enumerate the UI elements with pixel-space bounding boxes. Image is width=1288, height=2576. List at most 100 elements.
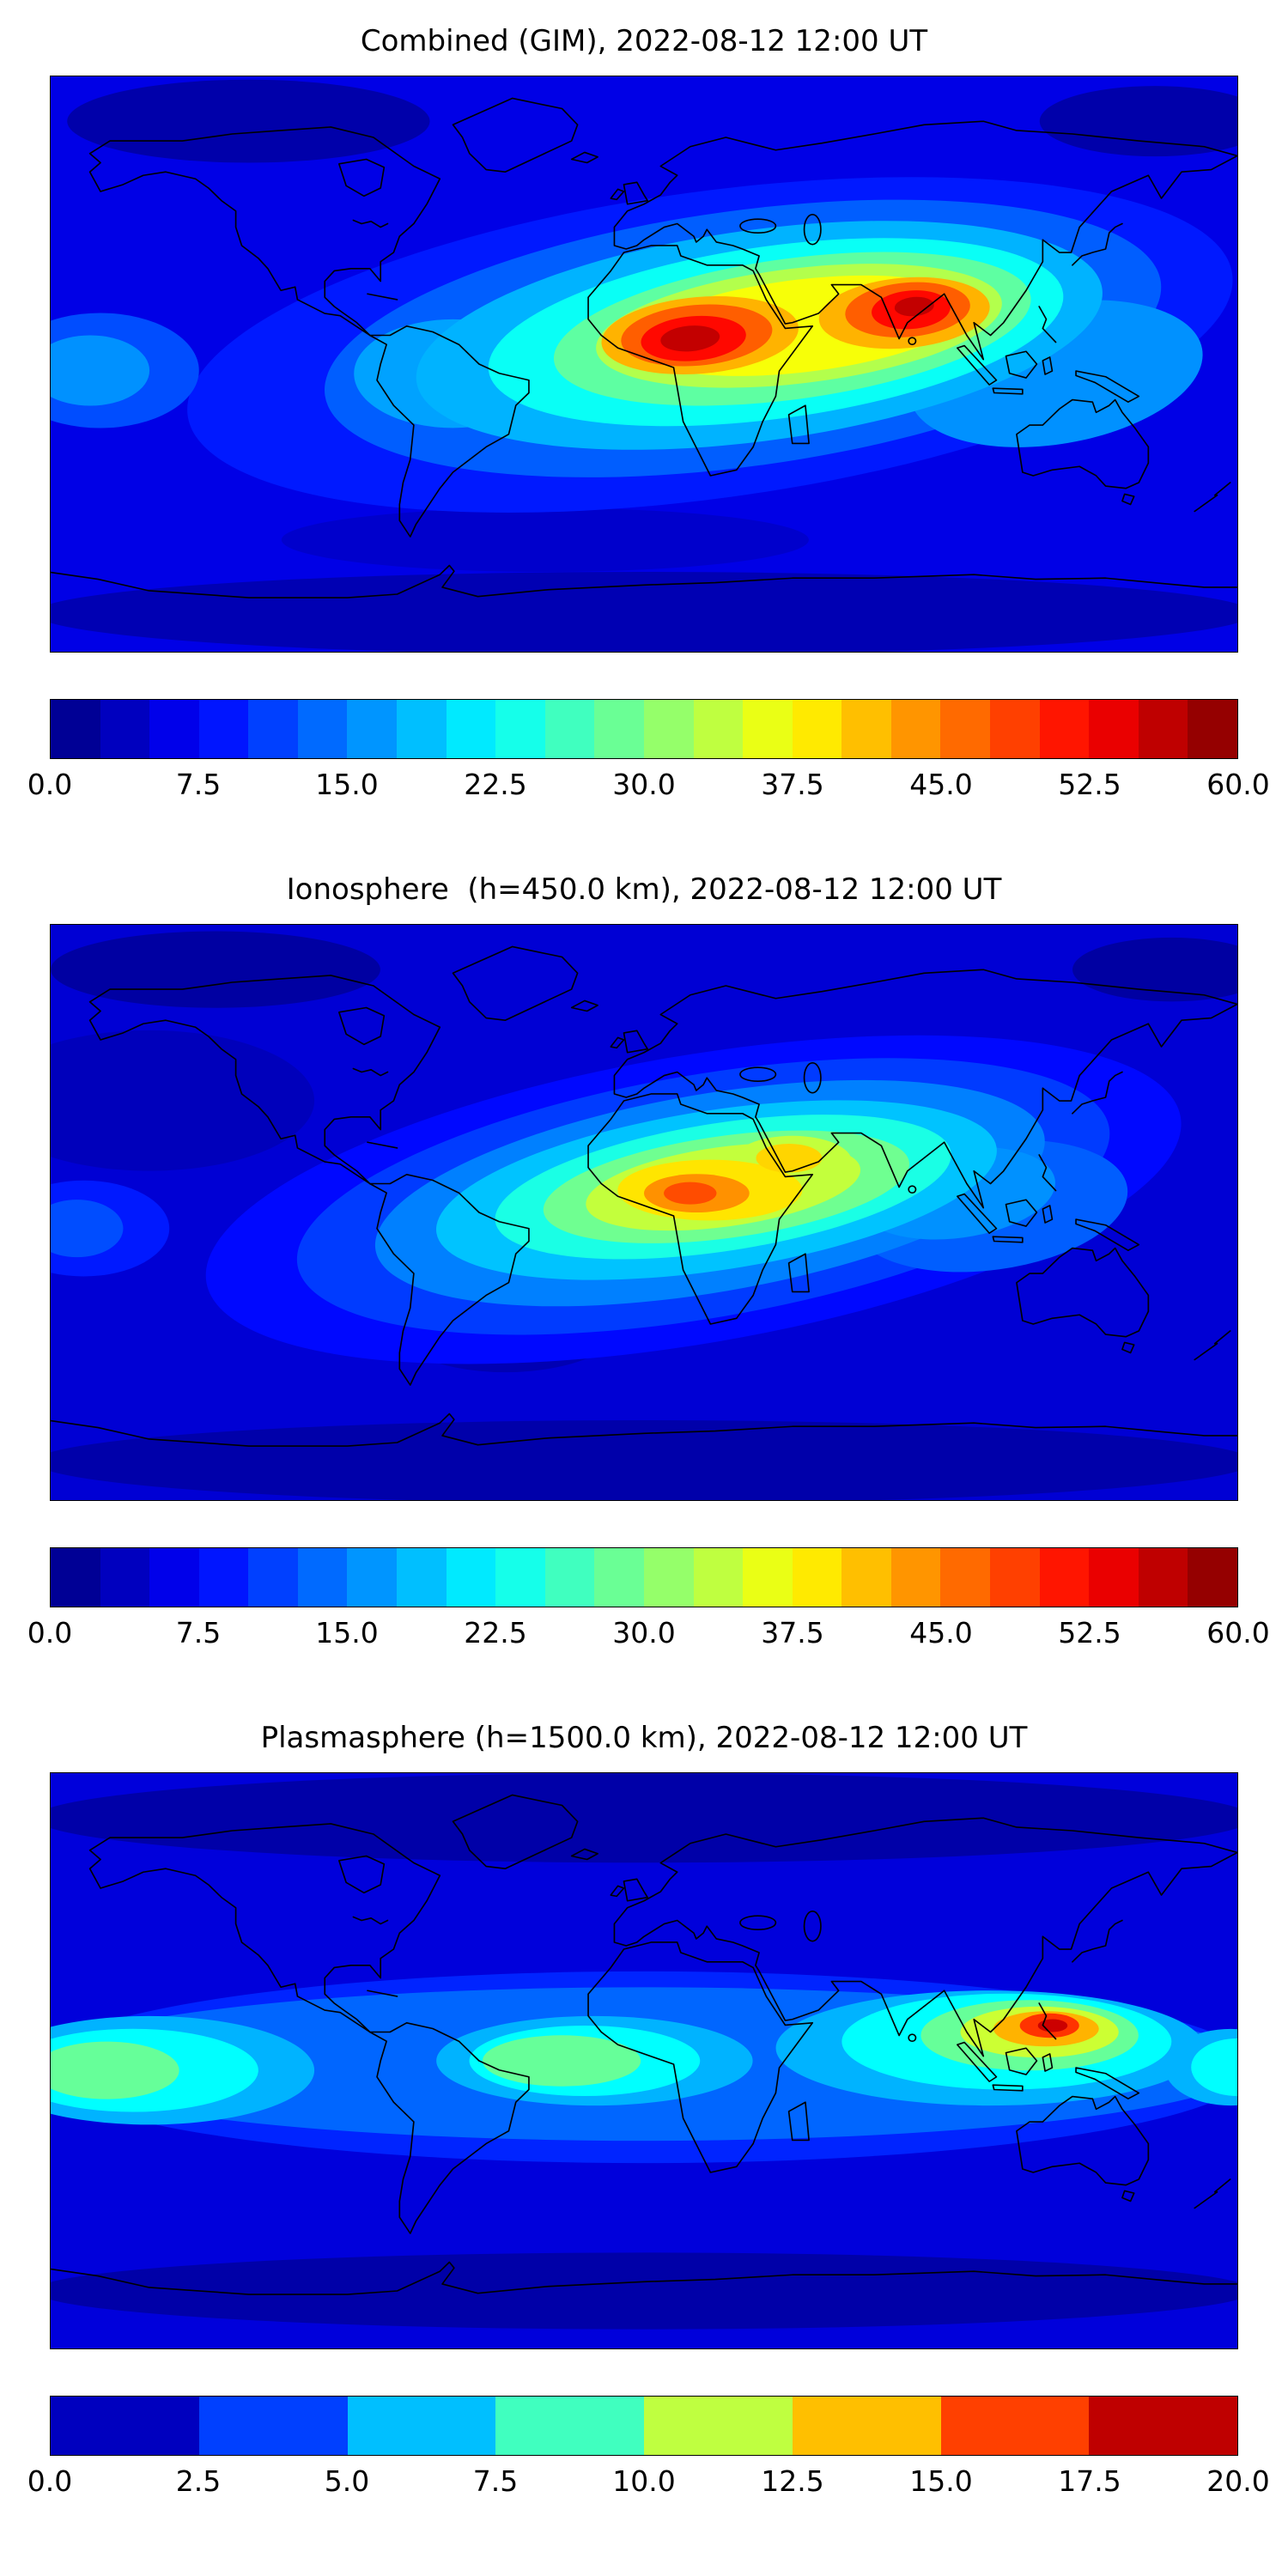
coast-iceland xyxy=(570,151,598,164)
coast-great-lakes xyxy=(352,1067,389,1077)
colorbar-segment xyxy=(643,700,694,758)
coast-north-america xyxy=(88,1823,441,2033)
coast-sumatra xyxy=(957,1193,998,1234)
coast-north-america xyxy=(88,126,441,337)
colorbar-tick-label: 52.5 xyxy=(1058,1616,1121,1649)
coast-sumatra xyxy=(957,344,998,386)
contour-region xyxy=(51,1200,124,1258)
coast-madagascar xyxy=(787,404,810,445)
coast-iceland xyxy=(570,999,598,1012)
coast-borneo xyxy=(1005,2047,1038,2075)
figure-combined-gim: Combined (GIM), 2022-08-12 12:00 UT 0.0 7… xyxy=(27,24,1270,811)
coast-black-sea xyxy=(739,218,777,234)
coast-africa xyxy=(587,245,814,477)
colorbar-tick-label: 15.0 xyxy=(315,1616,379,1649)
coast-sri-lanka xyxy=(908,1185,917,1194)
colorbar-segment xyxy=(841,1548,891,1607)
colorbar-tick-label: 0.0 xyxy=(27,1616,73,1649)
coast-sulawesi xyxy=(1042,1205,1054,1224)
colorbar-segment xyxy=(1089,2397,1237,2455)
coast-new-zealand xyxy=(1194,2178,1231,2209)
coast-ireland xyxy=(610,1885,625,1898)
colorbar-segment xyxy=(644,2397,793,2455)
coast-sri-lanka xyxy=(908,337,917,346)
colorbar-segment xyxy=(198,2397,348,2455)
colorbar-segment xyxy=(446,700,496,758)
coast-borneo xyxy=(1005,1199,1038,1227)
coast-sumatra xyxy=(957,2041,998,2082)
figure-page: Combined (GIM), 2022-08-12 12:00 UT 0.0 7… xyxy=(27,24,1270,2507)
coast-antarctica xyxy=(51,564,1237,598)
coast-java xyxy=(992,1236,1024,1243)
colorbar-segment xyxy=(989,1548,1040,1607)
colorbar-tick-label: 0.0 xyxy=(27,768,73,801)
coast-hudson-bay xyxy=(337,158,386,197)
colorbar-segment xyxy=(495,1548,545,1607)
colorbar-tick-label: 7.5 xyxy=(472,2464,519,2498)
coast-cuba xyxy=(367,1990,398,1997)
world-coastlines xyxy=(51,97,1237,598)
colorbar-segment xyxy=(1089,1548,1139,1607)
coast-java xyxy=(992,2084,1024,2092)
colorbar-segment xyxy=(544,1548,595,1607)
coast-ireland xyxy=(610,1036,625,1049)
coast-hudson-bay xyxy=(337,1855,386,1894)
colorbar-segment xyxy=(495,2397,644,2455)
colorbar-segment xyxy=(594,700,644,758)
colorbar-ticks: 0.0 7.5 15.0 22.5 30.0 37.5 45.0 52.5 60.0 xyxy=(27,1616,1270,1659)
colorbar-tick-label: 5.0 xyxy=(324,2464,370,2498)
contour-region xyxy=(51,2252,1237,2330)
colorbar-tick-label: 7.5 xyxy=(175,1616,222,1649)
colorbar-tick-label: 10.0 xyxy=(612,2464,676,2498)
contour-region xyxy=(51,931,380,1008)
coast-japan xyxy=(1072,1071,1123,1115)
contour-region xyxy=(1039,86,1237,157)
coast-tasmania xyxy=(1121,1341,1135,1354)
colorbar-tick-label: 37.5 xyxy=(761,1616,824,1649)
contour-region xyxy=(1072,937,1237,1002)
colorbar-segment xyxy=(149,700,199,758)
colorbar-segment xyxy=(940,1548,990,1607)
coast-madagascar xyxy=(787,2101,810,2142)
colorbar-segment xyxy=(940,2397,1090,2455)
coast-caspian-sea xyxy=(803,213,822,246)
coast-great-lakes xyxy=(352,1916,389,1925)
coast-eurasia xyxy=(613,969,1237,1209)
coast-australia xyxy=(1016,1247,1150,1338)
coast-australia xyxy=(1016,398,1150,489)
coast-hudson-bay xyxy=(337,1006,386,1046)
coast-new-guinea xyxy=(1075,1218,1140,1252)
coast-new-zealand xyxy=(1194,482,1231,513)
coast-java xyxy=(992,387,1024,395)
coast-madagascar xyxy=(787,1253,810,1293)
colorbar-tick-label: 20.0 xyxy=(1206,2464,1270,2498)
colorbar-tick-label: 30.0 xyxy=(612,1616,676,1649)
colorbar-segment xyxy=(841,700,891,758)
map-canvas xyxy=(51,1773,1237,2348)
coast-africa xyxy=(587,1093,814,1325)
colorbar-segment xyxy=(51,700,100,758)
coast-tasmania xyxy=(1121,493,1135,506)
figure-title: Plasmasphere (h=1500.0 km), 2022-08-12 1… xyxy=(260,1721,1028,1755)
tec-map-ionosphere xyxy=(50,924,1238,1501)
contour-region xyxy=(67,79,430,163)
colorbar-tick-label: 15.0 xyxy=(315,768,379,801)
contour-region xyxy=(51,1773,1237,1863)
colorbar-tick-label: 12.5 xyxy=(761,2464,824,2498)
colorbar-segment xyxy=(544,700,595,758)
coast-greenland xyxy=(452,945,579,1022)
colorbar-tick-label: 37.5 xyxy=(761,768,824,801)
colorbar-segment xyxy=(890,1548,941,1607)
figure-title: Combined (GIM), 2022-08-12 12:00 UT xyxy=(360,24,928,58)
contour-region xyxy=(51,335,150,406)
colorbar-tick-label: 2.5 xyxy=(175,2464,222,2498)
colorbar-segment xyxy=(347,1548,398,1607)
colorbar-segment xyxy=(1138,1548,1188,1607)
colorbar-segment xyxy=(792,2397,941,2455)
coast-japan xyxy=(1072,222,1123,266)
coast-greenland xyxy=(452,97,579,173)
colorbar-ticks: 0.0 2.5 5.0 7.5 10.0 12.5 15.0 17.5 20.0 xyxy=(27,2464,1270,2507)
colorbar-tick-label: 22.5 xyxy=(464,1616,527,1649)
colorbar-segment xyxy=(297,700,348,758)
colorbar-segment xyxy=(198,1548,249,1607)
